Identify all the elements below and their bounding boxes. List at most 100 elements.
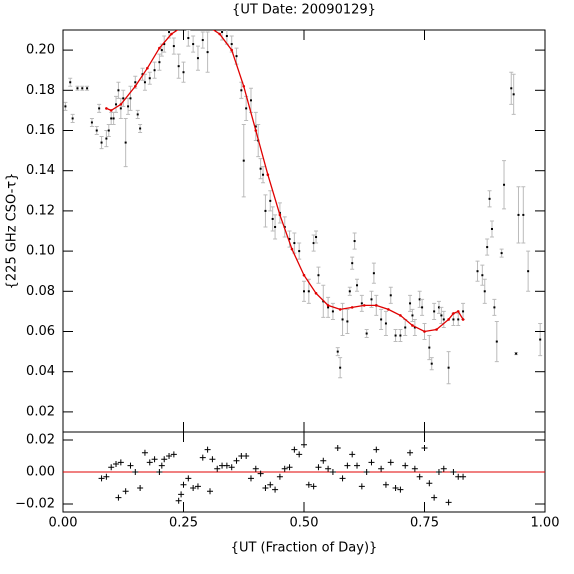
residual-point bbox=[291, 446, 298, 453]
fit-point bbox=[218, 32, 221, 36]
data-point bbox=[510, 87, 513, 90]
residual-point bbox=[339, 475, 346, 482]
data-point bbox=[370, 298, 373, 301]
data-point bbox=[192, 43, 195, 46]
data-point bbox=[476, 270, 479, 273]
data-point bbox=[481, 274, 484, 277]
data-point bbox=[317, 274, 320, 277]
data-point bbox=[69, 81, 72, 84]
data-point bbox=[230, 43, 233, 46]
data-point bbox=[139, 127, 142, 130]
data-point bbox=[245, 107, 248, 110]
data-point bbox=[490, 227, 493, 230]
residual-point bbox=[397, 486, 404, 493]
data-point bbox=[117, 89, 120, 92]
residual-point bbox=[132, 469, 139, 475]
residual-point bbox=[115, 494, 122, 501]
data-point bbox=[307, 290, 310, 293]
data-point bbox=[389, 294, 392, 297]
fit-point bbox=[362, 304, 366, 307]
data-point bbox=[346, 320, 349, 323]
residual-point bbox=[98, 475, 105, 482]
residual-point bbox=[243, 453, 250, 459]
data-point bbox=[187, 37, 190, 40]
data-point bbox=[356, 284, 359, 287]
data-point bbox=[127, 105, 130, 108]
x-tick-label: 0.00 bbox=[49, 516, 78, 531]
fit-point bbox=[338, 308, 342, 311]
residual-point bbox=[252, 465, 259, 472]
data-point bbox=[177, 65, 180, 68]
y-tick-label: 0.10 bbox=[26, 244, 55, 259]
residual-point bbox=[440, 465, 447, 472]
fit-point bbox=[230, 48, 233, 52]
data-point bbox=[274, 225, 277, 228]
residual-point bbox=[156, 469, 163, 475]
residual-point bbox=[122, 488, 129, 495]
data-point bbox=[168, 31, 171, 34]
residual-point bbox=[180, 481, 187, 488]
residual-point bbox=[301, 441, 307, 448]
fit-point bbox=[146, 66, 149, 70]
data-point bbox=[418, 298, 421, 301]
data-point bbox=[404, 326, 407, 329]
residual-point bbox=[431, 494, 438, 501]
data-point bbox=[312, 242, 315, 245]
fit-point bbox=[461, 318, 465, 321]
residual-point bbox=[141, 449, 148, 456]
residual-point bbox=[378, 465, 385, 472]
residual-point bbox=[185, 475, 192, 482]
data-point bbox=[90, 121, 93, 124]
data-point bbox=[341, 318, 344, 321]
data-point bbox=[413, 326, 416, 329]
data-point bbox=[262, 173, 265, 176]
residual-point bbox=[382, 481, 389, 488]
fit-point bbox=[302, 273, 306, 277]
data-point bbox=[488, 197, 491, 200]
data-point bbox=[315, 236, 318, 239]
data-point bbox=[486, 246, 489, 249]
data-point bbox=[452, 318, 455, 321]
data-point bbox=[303, 290, 305, 293]
chart-title: {UT Date: 20090129} bbox=[232, 3, 376, 18]
data-point bbox=[129, 97, 132, 100]
fit-point bbox=[447, 318, 450, 321]
data-point bbox=[339, 366, 342, 369]
residual-point bbox=[108, 464, 115, 471]
residual-point bbox=[426, 480, 433, 487]
data-point bbox=[495, 340, 498, 343]
data-point bbox=[112, 117, 115, 120]
data-point bbox=[384, 322, 387, 325]
fit-point bbox=[242, 84, 246, 88]
data-point bbox=[141, 73, 144, 76]
fit-point bbox=[134, 84, 137, 88]
data-point bbox=[293, 242, 296, 245]
fit-point bbox=[290, 247, 294, 251]
residual-point bbox=[262, 485, 269, 491]
data-point bbox=[124, 141, 127, 144]
residual-point bbox=[214, 465, 221, 472]
residual-point bbox=[199, 454, 206, 461]
data-point bbox=[522, 213, 525, 216]
residual-point bbox=[170, 451, 177, 458]
data-point bbox=[360, 302, 363, 305]
data-point bbox=[143, 81, 146, 84]
residual-point bbox=[113, 461, 120, 467]
y-axis-label: {225 GHz CSO-τ} bbox=[5, 173, 20, 290]
residual-point bbox=[281, 465, 288, 472]
residual-point bbox=[411, 465, 418, 472]
data-point bbox=[447, 366, 450, 369]
y-tick-label: 0.04 bbox=[26, 364, 55, 379]
residual-point bbox=[257, 470, 264, 477]
data-point bbox=[81, 87, 84, 90]
data-point bbox=[288, 238, 291, 241]
fit-point bbox=[411, 324, 414, 327]
data-point bbox=[95, 129, 98, 132]
data-point bbox=[483, 290, 486, 293]
data-point bbox=[271, 217, 274, 220]
data-point bbox=[539, 338, 542, 341]
data-point bbox=[134, 81, 137, 84]
residual-point bbox=[344, 462, 351, 469]
residual-point bbox=[402, 462, 409, 469]
residual-point bbox=[204, 446, 211, 453]
